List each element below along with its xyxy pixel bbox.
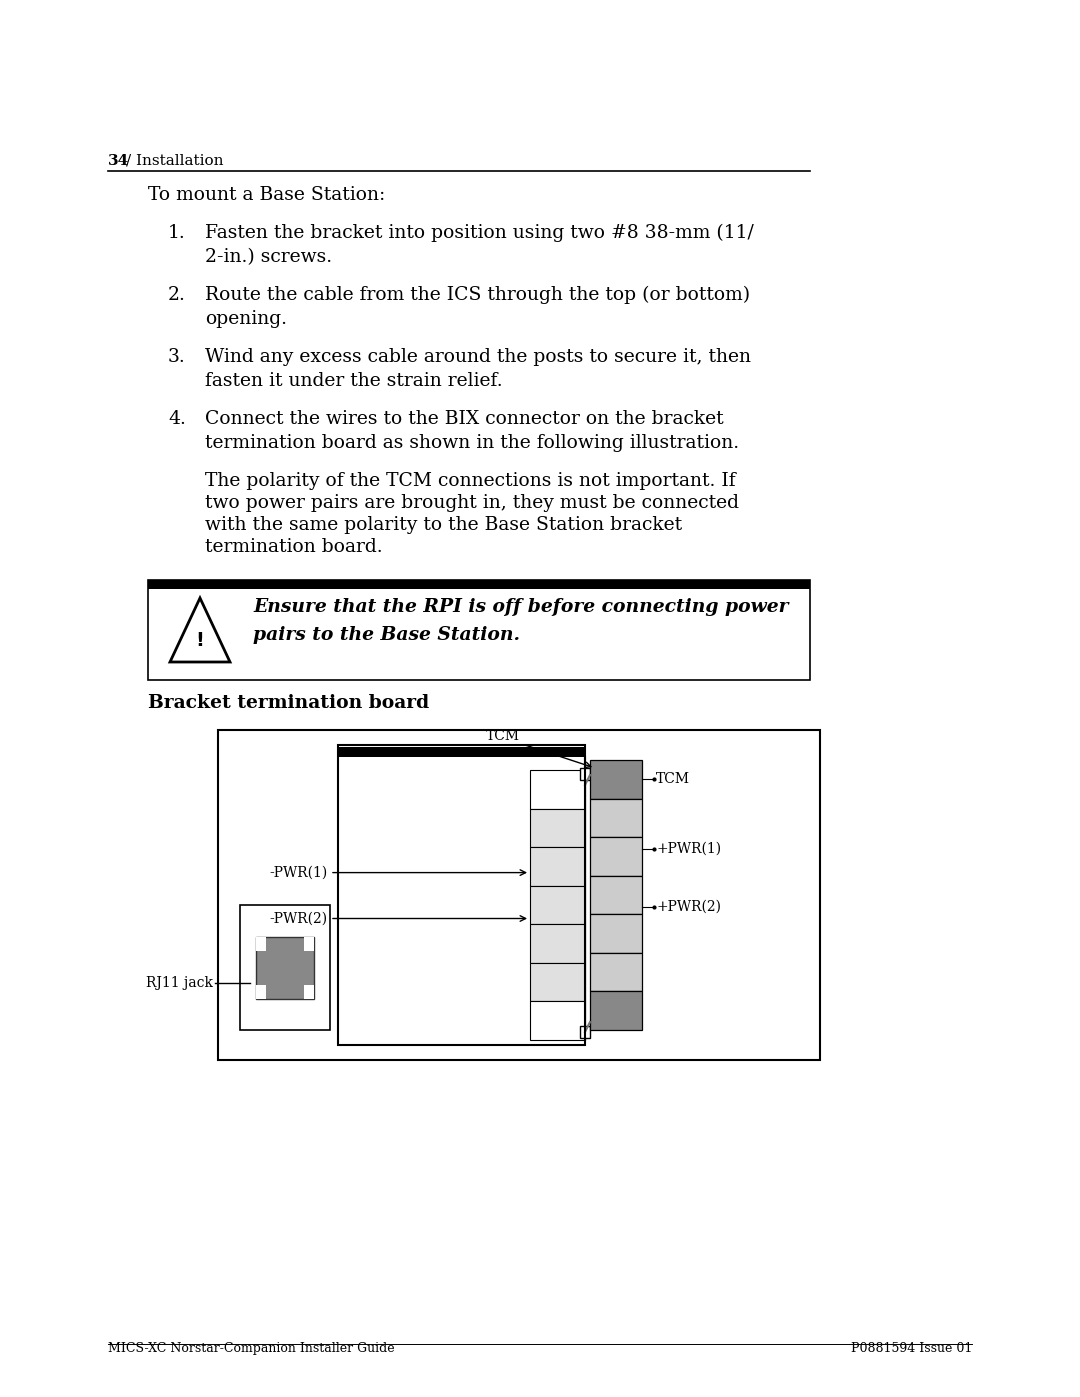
Bar <box>530 963 585 1002</box>
Text: +PWR(2): +PWR(2) <box>656 900 721 914</box>
Bar <box>218 731 820 1060</box>
Bar <box>590 837 642 876</box>
Text: opening.: opening. <box>205 310 287 328</box>
Text: 3.: 3. <box>168 348 186 366</box>
Text: +PWR(1): +PWR(1) <box>656 842 721 856</box>
Bar <box>256 985 266 999</box>
Text: 2-in.) screws.: 2-in.) screws. <box>205 249 333 265</box>
Text: -PWR(1): -PWR(1) <box>270 866 328 880</box>
Bar <box>338 747 585 757</box>
Bar <box>303 936 314 950</box>
Bar <box>338 745 585 1045</box>
Bar <box>240 905 330 1030</box>
Text: !: ! <box>195 631 204 650</box>
Bar <box>530 809 585 847</box>
Text: 4.: 4. <box>168 409 186 427</box>
Text: fasten it under the strain relief.: fasten it under the strain relief. <box>205 372 502 390</box>
Text: MICS-XC Norstar-Companion Installer Guide: MICS-XC Norstar-Companion Installer Guid… <box>108 1343 394 1355</box>
Bar <box>256 936 266 950</box>
Bar <box>590 876 642 914</box>
Text: / Installation: / Installation <box>126 154 224 168</box>
Text: 2.: 2. <box>168 286 186 305</box>
Bar <box>530 886 585 925</box>
Bar <box>303 985 314 999</box>
Bar <box>530 925 585 963</box>
Text: -PWR(2): -PWR(2) <box>270 911 328 925</box>
Bar <box>530 1002 585 1039</box>
Text: Fasten the bracket into position using two #8 38-mm (11/: Fasten the bracket into position using t… <box>205 224 754 242</box>
Text: 34: 34 <box>108 154 130 168</box>
Bar <box>148 580 810 680</box>
Text: Bracket termination board: Bracket termination board <box>148 694 429 712</box>
Text: two power pairs are brought in, they must be connected: two power pairs are brought in, they mus… <box>205 495 739 511</box>
Bar <box>530 847 585 886</box>
Bar <box>256 936 314 999</box>
Text: TCM: TCM <box>486 729 519 743</box>
Text: termination board.: termination board. <box>205 538 382 556</box>
Text: TCM: TCM <box>656 773 690 787</box>
Bar <box>590 799 642 837</box>
Text: 1.: 1. <box>168 224 186 242</box>
Bar <box>580 768 590 780</box>
Bar <box>590 914 642 953</box>
Text: P0881594 Issue 01: P0881594 Issue 01 <box>851 1343 972 1355</box>
Text: To mount a Base Station:: To mount a Base Station: <box>148 186 386 204</box>
Bar <box>148 580 810 590</box>
Bar <box>590 760 642 799</box>
Polygon shape <box>170 598 230 662</box>
Text: The polarity of the TCM connections is not important. If: The polarity of the TCM connections is n… <box>205 472 735 490</box>
Text: pairs to the Base Station.: pairs to the Base Station. <box>253 626 519 644</box>
Text: with the same polarity to the Base Station bracket: with the same polarity to the Base Stati… <box>205 515 683 534</box>
Bar <box>530 770 585 809</box>
Text: Connect the wires to the BIX connector on the bracket: Connect the wires to the BIX connector o… <box>205 409 724 427</box>
Text: Ensure that the RPI is off before connecting power: Ensure that the RPI is off before connec… <box>253 598 788 616</box>
Bar <box>590 953 642 992</box>
Bar <box>590 992 642 1030</box>
Text: Wind any excess cable around the posts to secure it, then: Wind any excess cable around the posts t… <box>205 348 751 366</box>
Text: termination board as shown in the following illustration.: termination board as shown in the follow… <box>205 434 739 453</box>
Bar <box>580 1025 590 1038</box>
Text: RJ11 jack: RJ11 jack <box>146 975 213 989</box>
Text: Route the cable from the ICS through the top (or bottom): Route the cable from the ICS through the… <box>205 286 751 305</box>
